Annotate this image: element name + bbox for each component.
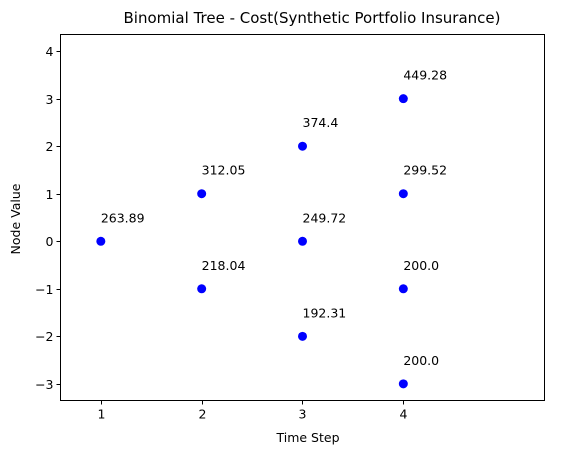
data-point [298,141,307,151]
data-point [398,379,408,389]
x-axis-ticks: 1 2 3 4 [98,400,408,422]
y-tick-label: 2 [46,139,54,154]
data-point-label: 312.05 [202,163,246,178]
x-axis-title: Time Step [275,430,339,445]
data-labels: 263.89 312.05 218.04 374.4 249.72 192.31 449.2… [101,68,447,368]
chart-title: Binomial Tree - Cost(Synthetic Portfolio… [124,9,501,27]
y-axis-title: Node Value [8,183,23,254]
data-point-label: 200.0 [403,258,439,273]
data-points [96,94,408,389]
y-tick-label: 1 [46,187,54,202]
data-point [298,331,307,341]
y-tick-label: −1 [35,282,53,297]
data-point [96,236,106,246]
y-tick-label: 3 [46,92,54,107]
y-tick-label: 4 [46,44,54,59]
data-point-label: 449.28 [403,68,447,83]
data-point-label: 263.89 [101,210,145,225]
data-point [398,284,408,294]
data-point [398,189,408,199]
x-tick-label: 1 [98,407,106,422]
data-point [197,284,207,294]
y-tick-label: −3 [35,377,53,392]
data-point-label: 249.72 [303,210,347,225]
data-point [197,189,207,199]
data-point-label: 374.4 [303,115,339,130]
data-point [398,94,408,104]
plot-area: 1 2 3 4 −3 −2 −1 0 1 2 3 4 263.89 312.05 218.04 374.4… [35,34,545,422]
y-tick-label: 0 [46,234,54,249]
x-tick-label: 4 [400,407,408,422]
y-tick-label: −2 [35,329,53,344]
data-point-label: 299.52 [403,163,447,178]
x-tick-label: 3 [299,407,307,422]
x-tick-label: 2 [199,407,207,422]
data-point-label: 218.04 [202,258,246,273]
data-point [298,236,307,246]
data-point-label: 192.31 [303,305,347,320]
data-point-label: 200.0 [403,353,439,368]
y-axis-ticks: −3 −2 −1 0 1 2 3 4 [35,44,61,392]
